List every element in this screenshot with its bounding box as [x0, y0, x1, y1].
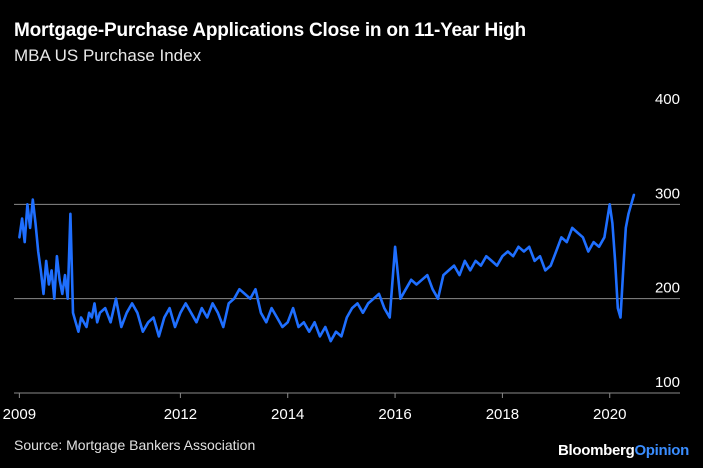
chart-title: Mortgage-Purchase Applications Close in … [14, 20, 526, 41]
y-tick-label-200: 200 [655, 280, 680, 297]
x-tick-label-2018: 2018 [486, 406, 519, 423]
y-tick-label-100: 100 [655, 374, 680, 391]
y-axis-ticks: 100 200 300 400 [655, 91, 680, 391]
x-tick-label-2012: 2012 [164, 406, 197, 423]
y-tick-label-400: 400 [655, 91, 680, 108]
chart-subtitle: MBA US Purchase Index [14, 46, 202, 65]
gridlines [14, 203, 680, 394]
x-tick-label-2016: 2016 [378, 406, 411, 423]
source-note: Source: Mortgage Bankers Association [14, 437, 256, 453]
x-axis-ticks: 2009 2012 2014 2016 2018 2020 [3, 393, 626, 423]
x-tick-label-2009: 2009 [3, 406, 36, 423]
x-tick-label-2020: 2020 [593, 406, 626, 423]
x-tick-label-2014: 2014 [271, 406, 304, 423]
brand-logo: BloombergOpinion [558, 442, 689, 459]
series-line [18, 193, 636, 343]
brand-secondary: Opinion [634, 442, 689, 459]
y-tick-label-300: 300 [655, 185, 680, 202]
brand-primary: Bloomberg [557, 442, 635, 459]
